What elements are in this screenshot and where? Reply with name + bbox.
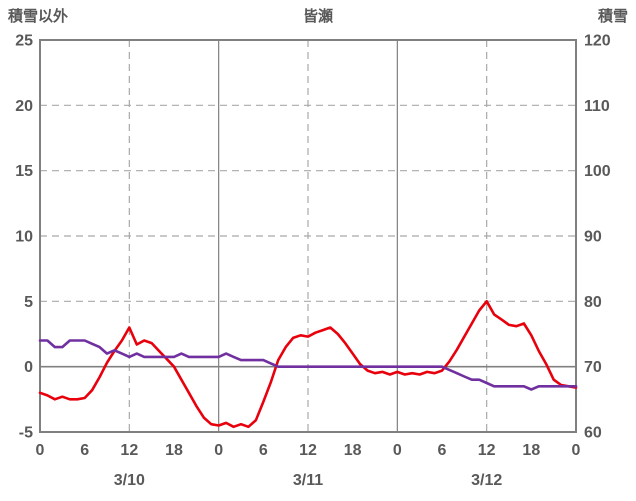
right-axis-tick-label: 90 — [584, 229, 602, 246]
date-label: 3/11 — [293, 472, 323, 489]
plot-border — [39, 39, 577, 433]
x-tick-label: 0 — [572, 442, 581, 459]
right-axis-tick-label: 120 — [584, 33, 611, 50]
right-axis-tick-label: 60 — [584, 425, 602, 442]
date-label: 3/10 — [114, 472, 145, 489]
right-axis-tick-label: 100 — [584, 163, 611, 180]
left-axis-title: 積雪以外 — [8, 8, 69, 25]
x-tick-label: 6 — [80, 442, 89, 459]
x-tick-label: 0 — [214, 442, 223, 459]
left-axis-tick-label: 25 — [15, 33, 33, 50]
right-axis-tick-label: 110 — [584, 98, 610, 115]
x-tick-label: 0 — [36, 442, 45, 459]
x-tick-label: 18 — [344, 442, 362, 459]
x-tick-label: 12 — [478, 442, 496, 459]
left-axis-tick-label: 0 — [24, 359, 33, 376]
station-title: 皆瀬 — [302, 8, 333, 25]
x-tick-label: 6 — [438, 442, 447, 459]
left-axis-tick-label: 5 — [24, 294, 33, 311]
series-line-left — [38, 299, 578, 429]
left-axis-tick-label: 10 — [15, 229, 33, 246]
x-tick-label: 12 — [299, 442, 317, 459]
x-tick-label: 18 — [165, 442, 183, 459]
left-axis-tick-label: -5 — [19, 425, 33, 442]
left-axis-tick-label: 15 — [15, 163, 33, 180]
date-label: 3/12 — [471, 472, 502, 489]
left-axis-tick-label: 20 — [15, 98, 33, 115]
x-tick-label: 12 — [120, 442, 138, 459]
right-axis-tick-label: 80 — [584, 294, 602, 311]
x-tick-label: 18 — [522, 442, 540, 459]
right-axis-title: 積雪 — [597, 8, 628, 25]
series-line-right — [38, 339, 578, 391]
x-tick-label: 0 — [393, 442, 402, 459]
right-axis-tick-label: 70 — [584, 359, 602, 376]
x-tick-label: 6 — [259, 442, 268, 459]
